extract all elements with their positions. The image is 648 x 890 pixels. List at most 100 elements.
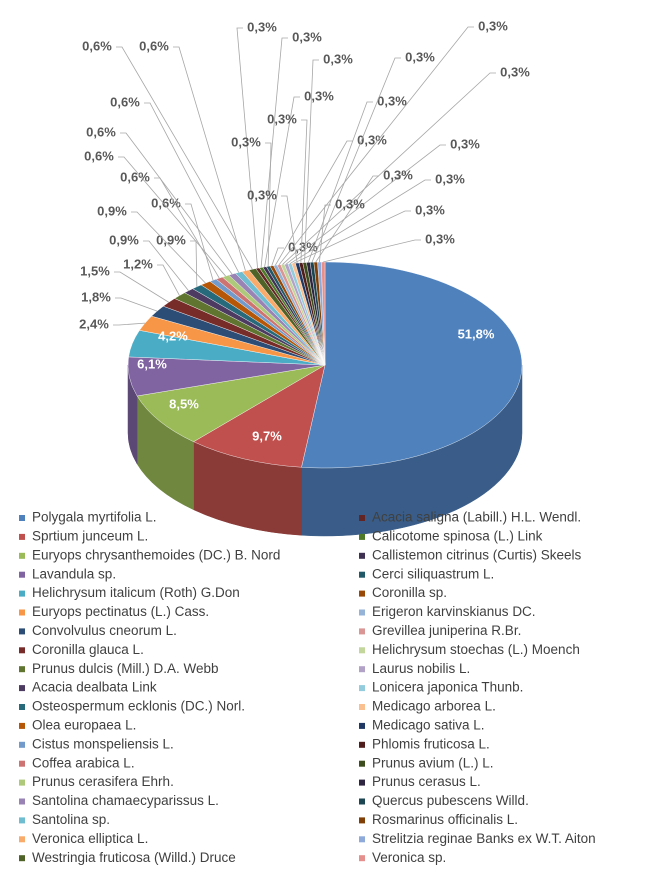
data-label: 0,3% bbox=[323, 51, 353, 66]
data-label: 6,1% bbox=[137, 356, 167, 371]
leader-line bbox=[173, 46, 246, 271]
data-label: 0,6% bbox=[120, 169, 150, 184]
legend-swatch bbox=[359, 722, 365, 729]
legend-label: Euryops chrysanthemoides (DC.) B. Nord bbox=[32, 547, 280, 562]
data-label: 0,6% bbox=[139, 38, 169, 53]
legend-label: Sprtium junceum L. bbox=[32, 528, 148, 543]
legend-label: Olea europaea L. bbox=[32, 717, 136, 732]
legend-swatch bbox=[359, 647, 365, 654]
legend-label: Santolina chamaecyparissus L. bbox=[32, 793, 219, 808]
leader-line bbox=[157, 264, 180, 296]
legend-swatch bbox=[19, 552, 25, 559]
legend-label: Santolina sp. bbox=[32, 812, 110, 827]
legend-swatch bbox=[19, 515, 25, 521]
legend-swatch bbox=[19, 855, 25, 862]
data-label: 2,4% bbox=[79, 316, 109, 331]
legend-label: Prunus cerasus L. bbox=[372, 774, 481, 789]
legend-label: Acacia saligna (Labill.) H.L. Wendl. bbox=[372, 510, 581, 525]
leader-line bbox=[278, 26, 474, 266]
legend-label: Medicago sativa L. bbox=[372, 717, 485, 732]
legend-swatch bbox=[359, 515, 365, 521]
data-label: 0,9% bbox=[156, 232, 186, 247]
legend-swatch bbox=[359, 628, 365, 635]
slice bbox=[193, 364, 326, 468]
data-label: 1,2% bbox=[123, 256, 153, 271]
data-label: 0,3% bbox=[247, 187, 277, 202]
leader-line bbox=[281, 195, 298, 264]
data-label: 0,9% bbox=[97, 203, 127, 218]
legend-label: Phlomis fruticosa L. bbox=[372, 736, 490, 751]
data-label: 0,3% bbox=[478, 18, 508, 33]
leader-line bbox=[236, 27, 258, 269]
legend-swatch bbox=[19, 647, 25, 654]
data-label: 8,5% bbox=[169, 396, 199, 411]
data-label: 0,3% bbox=[247, 19, 277, 34]
legend-label: Calicotome spinosa (L.) Link bbox=[372, 528, 543, 543]
legend-label: Veronica elliptica L. bbox=[32, 831, 148, 846]
leader-line bbox=[315, 175, 379, 263]
legend-label: Grevillea juniperina R.Br. bbox=[372, 623, 521, 638]
legend-swatch bbox=[19, 704, 25, 710]
leader-line bbox=[260, 37, 288, 268]
legend-label: Laurus nobilis L. bbox=[372, 661, 470, 676]
legend-label: Quercus pubescens Willd. bbox=[372, 793, 529, 808]
legend-label: Rosmarinus officinalis L. bbox=[372, 812, 518, 827]
data-label: 0,6% bbox=[151, 195, 181, 210]
data-label: 0,3% bbox=[500, 64, 530, 79]
legend-label: Prunus avium (L.) L. bbox=[372, 755, 494, 770]
leader-line bbox=[144, 102, 240, 273]
legend-swatch bbox=[19, 741, 25, 748]
legend-label: Coronilla glauca L. bbox=[32, 642, 144, 657]
leader-line bbox=[300, 119, 308, 263]
data-label: 0,6% bbox=[110, 94, 140, 109]
leader-line bbox=[265, 142, 272, 267]
legend-swatch bbox=[359, 571, 365, 578]
legend-swatch bbox=[19, 760, 25, 767]
legend-swatch bbox=[359, 741, 365, 748]
leader-line bbox=[293, 210, 411, 264]
legend-swatch bbox=[359, 533, 365, 540]
data-label: 0,3% bbox=[415, 202, 445, 217]
slice bbox=[301, 261, 523, 469]
data-label: 0,3% bbox=[450, 136, 480, 151]
leader-line bbox=[289, 179, 431, 264]
data-label: 0,3% bbox=[304, 88, 334, 103]
legend-label: Coronilla sp. bbox=[372, 585, 447, 600]
slice bbox=[321, 261, 326, 366]
leader-line bbox=[271, 247, 284, 266]
leader-line bbox=[120, 132, 233, 275]
data-label: 0,3% bbox=[335, 196, 365, 211]
data-label: 0,3% bbox=[292, 29, 322, 44]
leader-line bbox=[304, 59, 319, 263]
leader-line bbox=[323, 239, 421, 263]
legend-swatch bbox=[359, 779, 365, 786]
legend-swatch bbox=[19, 666, 25, 673]
data-label: 0,3% bbox=[435, 171, 465, 186]
legend-label: Strelitzia reginae Banks ex W.T. Aiton bbox=[372, 831, 596, 846]
leader-line bbox=[116, 46, 253, 270]
legend-label: Helichrysum italicum (Roth) G.Don bbox=[32, 585, 240, 600]
legend-swatch bbox=[359, 666, 365, 673]
data-label: 1,8% bbox=[81, 289, 111, 304]
data-label: 0,6% bbox=[82, 38, 112, 53]
data-label: 0,3% bbox=[357, 132, 387, 147]
legend-label: Cistus monspeliensis L. bbox=[32, 736, 174, 751]
legend-label: Medicago arborea L. bbox=[372, 699, 496, 714]
legend-label: Acacia dealbata Link bbox=[32, 680, 157, 695]
legend-swatch bbox=[19, 817, 25, 824]
data-label: 51,8% bbox=[458, 326, 495, 341]
leader-line bbox=[311, 57, 401, 263]
data-label: 9,7% bbox=[252, 428, 282, 443]
leader-line bbox=[319, 204, 331, 263]
data-label: 0,3% bbox=[231, 134, 261, 149]
legend-swatch bbox=[19, 685, 25, 692]
legend-swatch bbox=[359, 855, 365, 862]
legend-label: Euryops pectinatus (L.) Cass. bbox=[32, 604, 209, 619]
legend-label: Lavandula sp. bbox=[32, 566, 116, 581]
data-label: 0,6% bbox=[86, 124, 116, 139]
legend-label: Prunus cerasifera Ehrh. bbox=[32, 774, 174, 789]
legend-label: Coffea arabica L. bbox=[32, 755, 135, 770]
legend-swatch bbox=[19, 609, 25, 616]
legend-label: Cerci siliquastrum L. bbox=[372, 566, 494, 581]
